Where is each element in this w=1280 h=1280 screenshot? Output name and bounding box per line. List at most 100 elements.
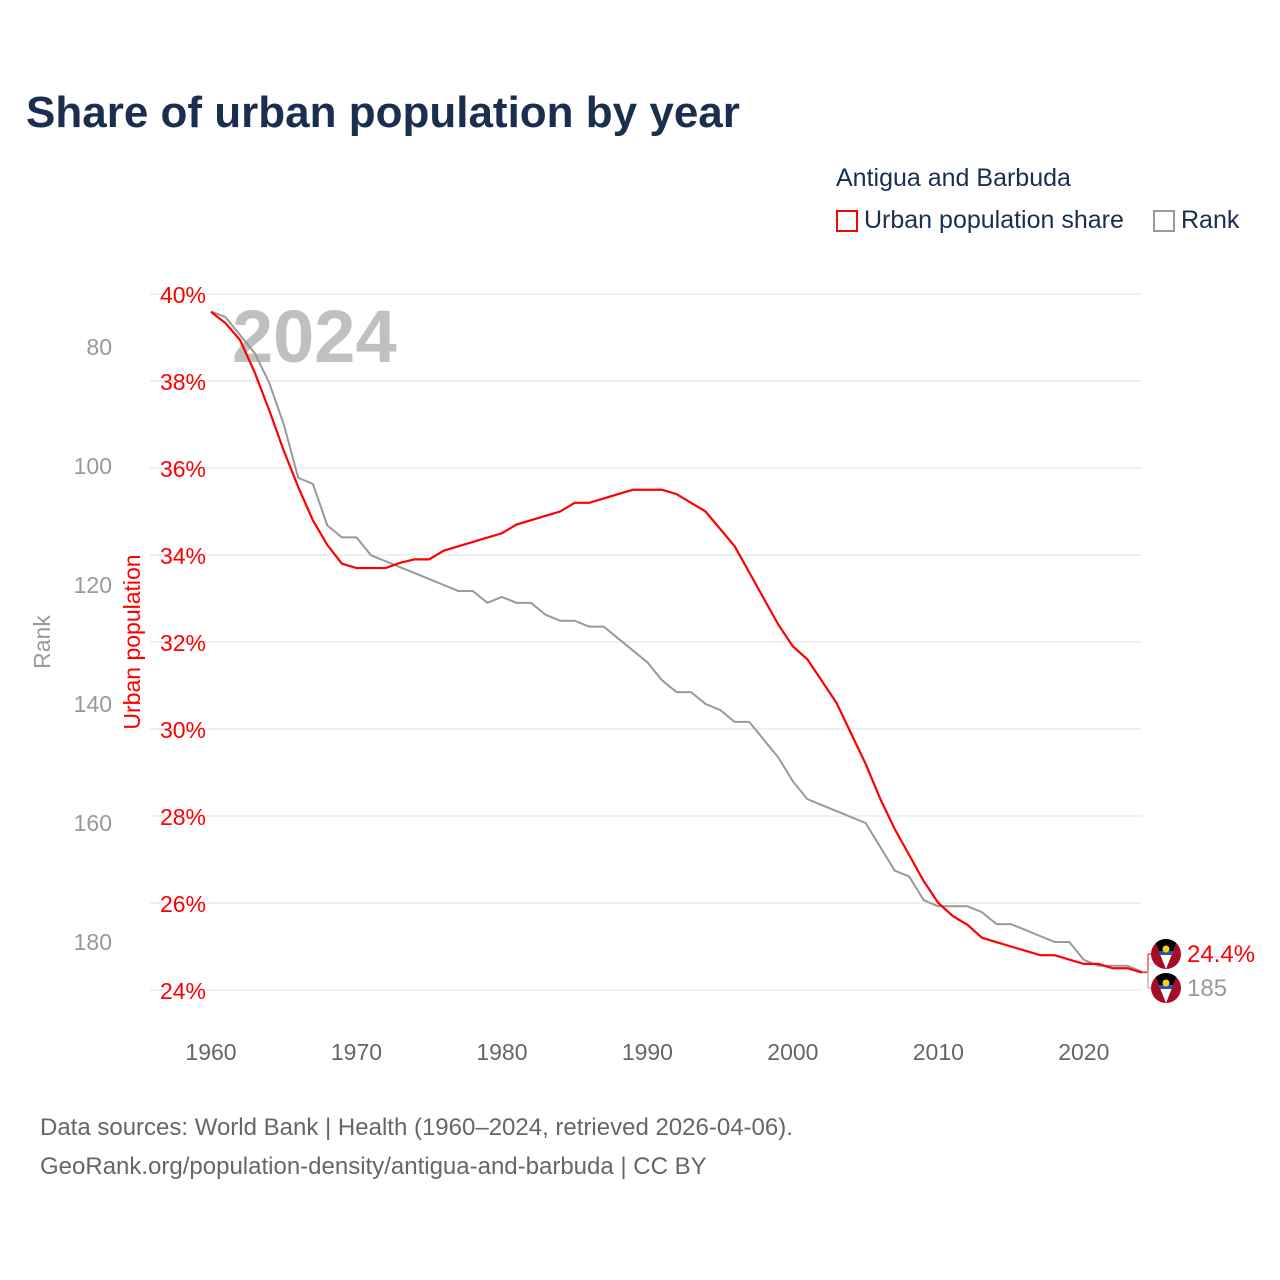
legend-label: Urban population share: [864, 206, 1124, 234]
y-tick-label: 36%: [160, 456, 206, 482]
urban-share-point: [1008, 944, 1014, 950]
rank-point: [1124, 963, 1130, 969]
rank-point: [441, 582, 447, 588]
rank-point: [484, 600, 490, 606]
x-tick-label: 2000: [767, 1039, 818, 1065]
urban-share-point: [761, 596, 767, 602]
rank-point: [703, 701, 709, 707]
rank-point: [397, 564, 403, 570]
rank-point: [470, 588, 476, 594]
rank-point: [674, 689, 680, 695]
urban-share-point: [921, 878, 927, 884]
urban-share-point: [630, 487, 636, 493]
urban-share-point: [266, 407, 272, 413]
urban-share-point: [455, 543, 461, 549]
rank-point: [746, 719, 752, 725]
rank-point: [324, 523, 330, 529]
urban-share-point: [746, 569, 752, 575]
rank-point: [295, 475, 301, 481]
rank-point: [528, 600, 534, 606]
urban-share-point: [470, 539, 476, 545]
urban-share-point: [368, 565, 374, 571]
x-tick-label: 1960: [185, 1039, 236, 1065]
rank-point: [775, 755, 781, 761]
urban-share-point: [819, 678, 825, 684]
urban-share-point: [892, 826, 898, 832]
y2-tick-label: 80: [86, 334, 112, 360]
end-label-rank: 185: [1187, 975, 1227, 1002]
urban-share-point: [252, 369, 258, 375]
rank-point: [266, 380, 272, 386]
urban-share-point: [659, 487, 665, 493]
legend-swatch-red: [836, 209, 858, 232]
rank-point: [1023, 927, 1029, 933]
chart-title: Share of urban population by year: [26, 88, 740, 137]
urban-share-point: [586, 500, 592, 506]
rank-point: [1095, 963, 1101, 969]
urban-share-point: [484, 535, 490, 541]
rank-point: [848, 814, 854, 820]
urban-share-point: [324, 542, 330, 548]
urban-share-point: [848, 730, 854, 736]
legend-item-rank[interactable]: Rank: [1153, 206, 1239, 235]
urban-share-point: [674, 491, 680, 497]
rank-point: [804, 796, 810, 802]
rank-point: [834, 808, 840, 814]
urban-share-point: [790, 643, 796, 649]
rank-point: [310, 481, 316, 487]
legend-label: Rank: [1181, 206, 1240, 234]
rank-point: [543, 612, 549, 618]
antigua-flag-icon: [1151, 973, 1181, 1003]
y2-tick-label: 160: [74, 810, 112, 836]
urban-share-point: [615, 491, 621, 497]
urban-share-point: [295, 484, 301, 490]
rank-point: [572, 618, 578, 624]
rank-point: [208, 308, 214, 314]
rank-point: [863, 820, 869, 826]
legend-swatch-gray: [1153, 209, 1175, 232]
rank-point: [994, 921, 1000, 927]
rank-point: [1081, 957, 1087, 963]
y-tick-label: 24%: [160, 978, 206, 1004]
year-label: 2024: [232, 295, 397, 378]
rank-point: [455, 588, 461, 594]
urban-share-point: [950, 913, 956, 919]
urban-share-line: [210, 310, 1143, 974]
source-link[interactable]: GeoRank.org/population-density/antigua-a…: [40, 1153, 707, 1180]
y2-axis-label: Rank: [29, 615, 55, 669]
y-tick-label: 34%: [160, 543, 206, 569]
end-label-share: 24.4%: [1187, 941, 1255, 968]
urban-share-point: [223, 320, 229, 326]
y-tick-label: 32%: [160, 630, 206, 656]
x-tick-label: 1980: [476, 1039, 527, 1065]
rank-point: [790, 778, 796, 784]
rank-point: [368, 552, 374, 558]
rank-point: [615, 636, 621, 642]
urban-share-point: [1037, 952, 1043, 958]
urban-share-point: [688, 500, 694, 506]
rank-point: [499, 594, 505, 600]
rank-point: [252, 350, 258, 356]
y2-tick-label: 120: [74, 572, 112, 598]
legend-item-urban-share[interactable]: Urban population share: [836, 206, 1124, 235]
urban-share-point: [557, 509, 563, 515]
x-tick-label: 1990: [622, 1039, 673, 1065]
urban-share-point: [834, 700, 840, 706]
rank-point: [921, 897, 927, 903]
legend-title: Antigua and Barbuda: [836, 164, 1071, 192]
urban-share-point: [572, 500, 578, 506]
data-source: Data sources: World Bank | Health (1960–…: [40, 1114, 793, 1141]
rank-point: [353, 534, 359, 540]
rank-point: [223, 314, 229, 320]
rank-point: [659, 677, 665, 683]
urban-share-point: [499, 530, 505, 536]
urban-share-point: [601, 495, 607, 501]
urban-share-point: [964, 922, 970, 928]
urban-share-point: [994, 939, 1000, 945]
urban-share-point: [1052, 952, 1058, 958]
rank-point: [892, 868, 898, 874]
y-tick-label: 38%: [160, 369, 206, 395]
urban-share-point: [877, 796, 883, 802]
rank-point: [906, 874, 912, 880]
